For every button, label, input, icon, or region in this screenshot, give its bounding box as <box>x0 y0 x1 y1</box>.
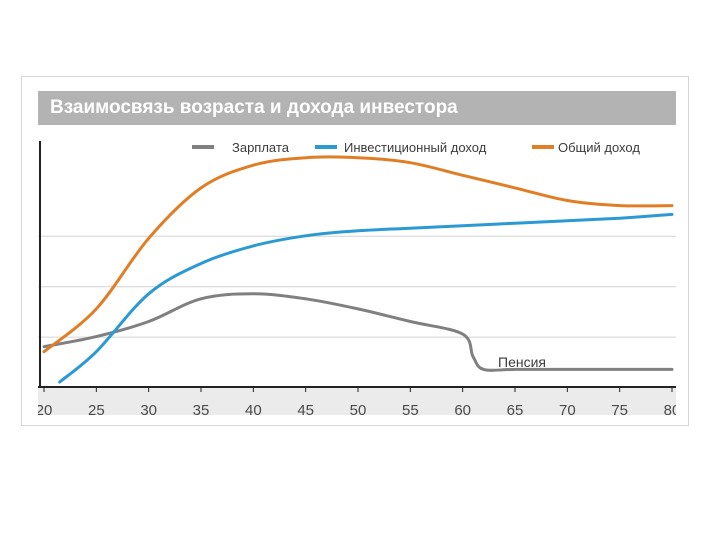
x-tick-label-40: 40 <box>245 402 262 415</box>
line-chart: 20 25 30 35 40 45 50 55 60 65 70 75 80 Зарплата Инвест… <box>38 140 676 415</box>
x-tick-label-35: 35 <box>193 402 210 415</box>
series-line-salary <box>42 292 674 372</box>
x-tick-label-65: 65 <box>507 402 524 415</box>
x-tick-label-75: 75 <box>611 402 628 415</box>
legend-label-2: Инвестиционный доход <box>344 140 487 155</box>
x-tick-label-25: 25 <box>88 402 105 415</box>
x-tick-label-70: 70 <box>559 402 576 415</box>
x-tick-label-55: 55 <box>402 402 419 415</box>
annotation-retirement: Пенсия <box>498 354 546 370</box>
chart-title-bar: Взаимосвязь возраста и дохода инвестора <box>38 91 676 125</box>
legend-label-3: Общий доход <box>558 140 640 155</box>
x-tick-label-30: 30 <box>140 402 157 415</box>
series-line-investment-income <box>58 212 674 384</box>
x-tick-label-80: 80 <box>664 402 676 415</box>
plot-area <box>38 125 676 387</box>
chart-title: Взаимосвязь возраста и дохода инвестора <box>50 97 458 118</box>
chart-frame: Взаимосвязь возраста и дохода инвестора … <box>21 76 689 426</box>
legend-label-1: Зарплата <box>232 140 290 155</box>
x-tick-label-20: 20 <box>38 402 52 415</box>
x-tick-label-45: 45 <box>297 402 314 415</box>
series-line-total-income <box>42 155 674 354</box>
x-tick-label-60: 60 <box>454 402 471 415</box>
x-tick-label-50: 50 <box>350 402 367 415</box>
chart-panel: Взаимосвязь возраста и дохода инвестора … <box>38 91 676 415</box>
